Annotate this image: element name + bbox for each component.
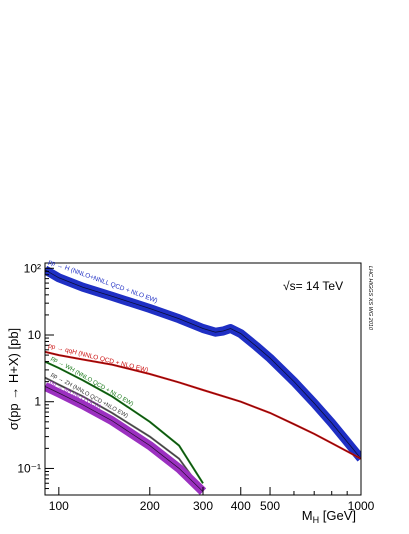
energy-label: √s= 14 TeV: [283, 279, 343, 293]
x-tick-label: 400: [231, 499, 251, 513]
series-4-center: [45, 377, 204, 492]
x-tick-label: 500: [260, 499, 280, 513]
y-tick-label: 10⁻¹: [17, 461, 41, 475]
x-tick-label: 300: [193, 499, 213, 513]
x-tick-label: 100: [49, 499, 69, 513]
series-1-band: [45, 265, 361, 462]
y-tick-label: 1: [34, 395, 41, 409]
series-5-line: [45, 386, 204, 492]
x-tick-label: 1000: [348, 499, 375, 513]
series-layer: [45, 265, 361, 495]
side-label: LHC HIGGS XS WG 2010: [367, 266, 373, 331]
series-2-center: [45, 351, 361, 459]
series-1-line: [45, 269, 361, 459]
tick-layer: 100 200 300 400 500 1000 10⁻¹ 1 10 10²: [17, 261, 374, 513]
series-3-center: [45, 361, 204, 484]
y-tick-label: 10²: [24, 261, 41, 275]
y-axis-label: σ(pp → H+X) [pb]: [6, 328, 21, 430]
x-tick-label: 200: [140, 499, 160, 513]
x-axis-label: MH [GeV]: [302, 508, 356, 525]
y-tick-label: 10: [28, 328, 42, 342]
